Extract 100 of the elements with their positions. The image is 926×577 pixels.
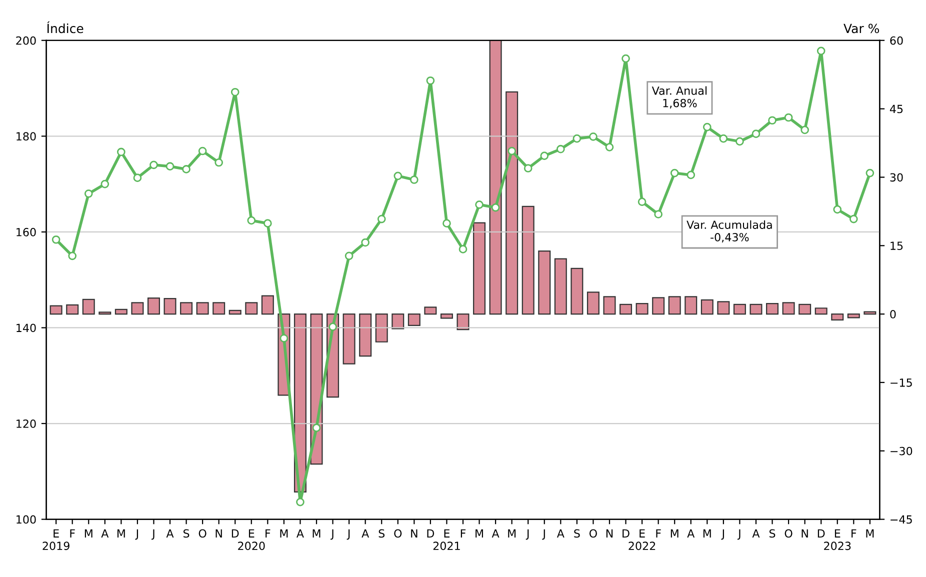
point (426, 76, 435, 85)
y2-tick-label: −15 (890, 378, 912, 387)
point (198, 146, 207, 156)
x-tick-label: J (721, 529, 724, 540)
y-tick-label: 180 (16, 132, 36, 141)
point (508, 146, 516, 156)
bar (782, 302, 795, 315)
point (491, 203, 500, 212)
bar (424, 306, 437, 315)
x-tick-label: A (362, 529, 370, 538)
point (800, 126, 809, 134)
y-tick-label: 140 (16, 324, 36, 332)
bar (700, 299, 714, 315)
x-tick-label: E 2020 (238, 529, 265, 550)
x-tick-label: N (802, 529, 808, 538)
y2-tick-label: 30 (890, 173, 903, 182)
bar (831, 314, 844, 321)
bar (489, 40, 502, 315)
bar (342, 314, 356, 364)
point (605, 143, 614, 152)
bar (147, 298, 160, 315)
x-tick-label: O (394, 529, 402, 538)
point (784, 113, 793, 122)
point (296, 498, 304, 506)
point (214, 158, 224, 167)
x-tick-label: M (312, 529, 320, 538)
point (182, 165, 190, 174)
x-tick-label: N (216, 529, 222, 538)
point (52, 235, 60, 244)
bar (798, 304, 812, 315)
x-tick-label: D (818, 529, 825, 538)
point (328, 322, 337, 331)
bar (750, 304, 762, 315)
x-tick-label: F (266, 529, 270, 538)
x-tick-label: A (166, 529, 174, 538)
point (458, 245, 468, 254)
point (264, 219, 272, 228)
point (816, 46, 826, 56)
bar (261, 295, 274, 315)
bar (408, 314, 420, 326)
y-axis-title: Índice (47, 21, 84, 34)
point (68, 252, 77, 260)
point (572, 134, 582, 143)
bar (620, 304, 632, 315)
bar (392, 314, 404, 330)
x-tick-label: M (117, 529, 125, 538)
x-tick-label: M (670, 529, 678, 538)
point (280, 334, 288, 342)
point (833, 205, 842, 214)
x-tick-label: A (556, 529, 564, 538)
bar (114, 308, 128, 315)
x-tick-label: D (427, 529, 434, 538)
x-tick-label: N (411, 529, 418, 538)
x-tick-label: F (460, 529, 466, 538)
x-tick-label: M (280, 529, 288, 538)
x-tick-label: A (296, 529, 304, 538)
point (524, 164, 532, 172)
x-tick-label: M (476, 529, 483, 538)
point (719, 134, 728, 143)
point (247, 216, 256, 225)
bar (684, 296, 698, 315)
x-tick-label: E 2021 (433, 529, 460, 550)
x-tick-label: S (574, 529, 580, 538)
y-tick-label: 120 (16, 419, 36, 428)
x-tick-label: M (703, 529, 711, 538)
bar (603, 296, 616, 315)
x-tick-label: J (526, 529, 529, 540)
x-tick-label: J (330, 529, 334, 540)
x-tick-label: M (508, 529, 516, 538)
point (589, 132, 598, 141)
bar (717, 301, 730, 315)
x-tick-label: A (687, 529, 695, 538)
bar (636, 303, 648, 315)
bar (733, 304, 746, 315)
bar (66, 304, 79, 315)
bar (440, 314, 453, 319)
x-tick-label: E 2023 (824, 529, 851, 550)
y-tick-label: 100 (16, 515, 36, 524)
bar (131, 302, 144, 315)
bar (814, 308, 828, 315)
y2-axis-title: Var % (844, 24, 880, 34)
bar (212, 302, 226, 315)
x-tick-label: F (852, 529, 856, 538)
bar (196, 302, 209, 315)
bar (847, 314, 860, 318)
point (670, 168, 679, 178)
x-tick-label: J (135, 529, 138, 540)
x-tick-label: E 2022 (628, 529, 656, 550)
x-tick-label: S (378, 529, 385, 538)
point (166, 162, 174, 171)
x-tick-label: O (784, 529, 792, 538)
bar (228, 310, 242, 315)
x-tick-label: F (70, 529, 75, 538)
bar (50, 305, 62, 315)
y2-tick-label: 15 (890, 242, 903, 250)
point (540, 152, 549, 160)
bar (82, 298, 95, 315)
point (117, 148, 126, 156)
y2-tick-label: 60 (890, 36, 903, 45)
bar (554, 258, 567, 315)
